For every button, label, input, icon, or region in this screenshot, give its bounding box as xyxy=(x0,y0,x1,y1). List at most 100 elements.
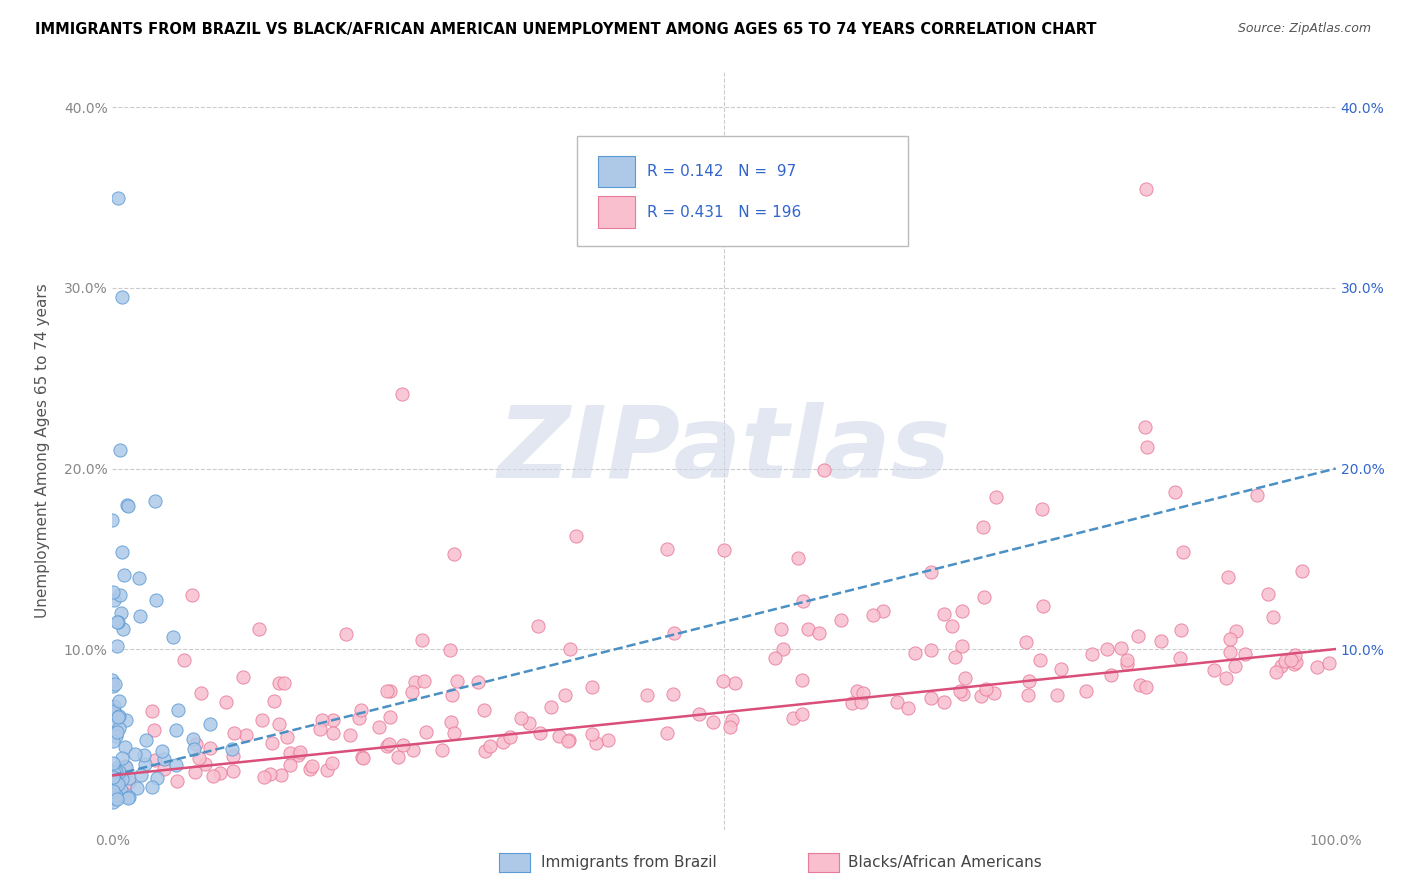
Point xyxy=(430,743,453,757)
Point xyxy=(1282,657,1305,672)
Point xyxy=(1285,655,1308,669)
Point xyxy=(941,619,963,633)
Point xyxy=(1099,667,1122,681)
Point xyxy=(598,732,620,747)
Point xyxy=(107,783,129,797)
Point xyxy=(129,767,152,781)
Text: ZIPatlas: ZIPatlas xyxy=(498,402,950,499)
Point xyxy=(101,772,124,787)
Point xyxy=(104,774,127,789)
Point xyxy=(1116,657,1139,671)
Point xyxy=(792,594,814,608)
Bar xyxy=(598,155,634,187)
Point xyxy=(368,720,391,734)
Point xyxy=(517,716,540,731)
Point xyxy=(105,766,128,780)
Point xyxy=(412,673,434,688)
Point xyxy=(290,745,312,759)
Point xyxy=(478,739,501,753)
Point xyxy=(104,788,127,802)
Point xyxy=(375,684,398,698)
Point xyxy=(1126,629,1149,643)
Point xyxy=(1046,688,1069,702)
Point xyxy=(1017,688,1039,702)
Point xyxy=(105,725,128,739)
Point xyxy=(1031,501,1053,516)
Point xyxy=(498,730,520,744)
Point xyxy=(943,650,966,665)
Point xyxy=(813,463,835,477)
Point xyxy=(492,735,515,749)
Point xyxy=(401,685,423,699)
Point xyxy=(721,714,744,728)
Point xyxy=(984,491,1007,505)
Point xyxy=(222,748,245,763)
Point xyxy=(103,718,125,732)
Point xyxy=(105,615,128,629)
Point xyxy=(276,730,298,744)
Point xyxy=(104,762,127,776)
Point xyxy=(143,753,166,767)
Point xyxy=(952,687,974,701)
Point xyxy=(446,674,468,689)
Point xyxy=(194,757,217,772)
Point xyxy=(849,695,872,709)
Point xyxy=(1218,645,1240,659)
Point xyxy=(1129,678,1152,692)
Point xyxy=(1109,640,1132,655)
Point xyxy=(949,684,972,698)
Point xyxy=(222,726,245,740)
Point xyxy=(662,687,685,701)
Point xyxy=(554,688,576,702)
Point xyxy=(134,757,156,772)
Point xyxy=(1032,599,1054,613)
Point xyxy=(221,742,243,756)
Point xyxy=(101,774,124,789)
Point xyxy=(441,688,464,702)
Point xyxy=(1164,484,1187,499)
Point xyxy=(657,726,679,740)
Point xyxy=(183,741,205,756)
Point xyxy=(321,756,343,771)
Point xyxy=(830,613,852,627)
Point xyxy=(440,715,463,730)
Point xyxy=(1135,419,1157,434)
Point xyxy=(184,765,207,780)
Point xyxy=(190,686,212,700)
Point xyxy=(103,699,125,714)
Point xyxy=(1135,680,1157,694)
Point xyxy=(558,641,581,656)
Point xyxy=(950,604,973,618)
FancyBboxPatch shape xyxy=(578,136,908,245)
Point xyxy=(101,770,124,784)
Point xyxy=(1029,653,1052,667)
Point xyxy=(103,778,125,792)
Point xyxy=(1116,653,1139,667)
Point xyxy=(107,710,129,724)
Point xyxy=(143,494,166,508)
Point xyxy=(547,729,569,743)
Point xyxy=(111,290,134,304)
Point xyxy=(1306,660,1329,674)
Point xyxy=(392,739,415,753)
Point xyxy=(973,590,995,604)
Point xyxy=(581,680,603,694)
Point xyxy=(1136,440,1159,454)
Point xyxy=(472,703,495,717)
Point xyxy=(772,641,794,656)
Point xyxy=(1219,632,1241,646)
Point xyxy=(107,191,129,205)
Point xyxy=(970,689,993,703)
Point xyxy=(298,763,321,777)
Point xyxy=(117,790,139,805)
Point xyxy=(404,675,426,690)
Point xyxy=(322,726,344,740)
Point xyxy=(103,704,125,718)
Point xyxy=(101,776,124,790)
Point xyxy=(655,542,678,557)
Point xyxy=(270,768,292,782)
Point xyxy=(152,762,174,776)
Point xyxy=(141,780,163,794)
Point xyxy=(117,775,139,789)
Point xyxy=(273,676,295,690)
